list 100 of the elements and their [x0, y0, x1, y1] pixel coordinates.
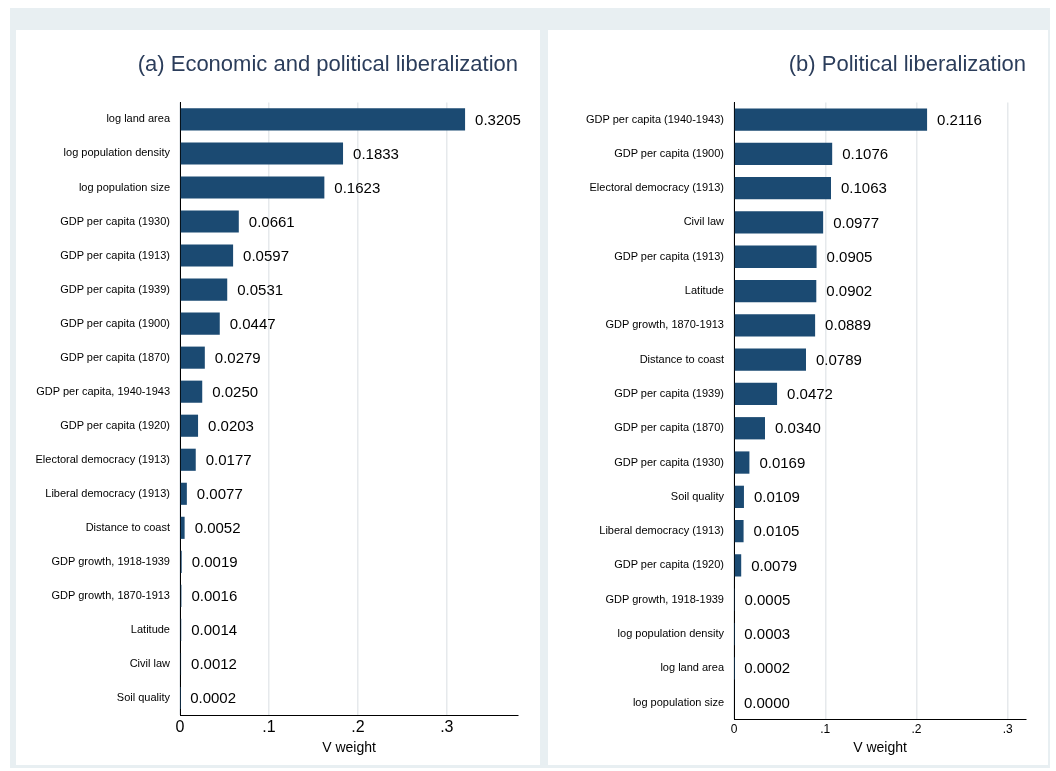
- y-tick-label: GDP per capita (1913): [60, 248, 170, 261]
- data-label: 0.0447: [229, 314, 276, 332]
- y-tick-label: GDP per capita (1900): [60, 316, 170, 329]
- data-label: 0.0905: [826, 247, 873, 265]
- data-label: 0.0079: [751, 556, 798, 574]
- bar: [180, 278, 228, 301]
- data-label: 0.0977: [833, 213, 880, 231]
- bar: [734, 417, 766, 440]
- bar: [734, 451, 750, 474]
- y-tick-label: GDP per capita (1920): [60, 418, 170, 431]
- y-tick-label: GDP per capita (1940-1943): [586, 112, 724, 125]
- y-tick-label: Latitude: [684, 284, 724, 297]
- bar: [180, 108, 466, 131]
- bar: [180, 346, 205, 369]
- y-tick-label: GDP growth, 1918-1939: [51, 554, 170, 567]
- data-label: 0.0014: [191, 621, 238, 639]
- data-label: 0.0472: [787, 385, 833, 403]
- data-label: 0.1623: [334, 178, 381, 196]
- bar: [734, 382, 778, 406]
- y-tick-label: Distance to coast: [639, 352, 724, 365]
- bar: [734, 314, 816, 337]
- bar: [734, 245, 817, 268]
- data-label: 0.0109: [753, 487, 800, 505]
- y-tick-label: log population density: [63, 146, 171, 159]
- y-tick-label: log land area: [106, 112, 171, 125]
- data-label: 0.0597: [243, 246, 289, 264]
- x-tick-label: .1: [262, 718, 276, 736]
- y-tick-label: GDP per capita (1870): [60, 350, 170, 363]
- bar: [734, 485, 744, 508]
- data-label: 0.0012: [191, 655, 237, 673]
- data-label: 0.0003: [744, 625, 791, 643]
- data-label: 0.0000: [744, 693, 790, 711]
- bar: [734, 177, 831, 200]
- bar: [180, 176, 325, 199]
- data-label: 0.0531: [237, 280, 284, 298]
- chart-title: (b) Political liberalization: [788, 51, 1026, 77]
- y-tick-label: Soil quality: [116, 691, 171, 704]
- y-tick-label: GDP per capita (1913): [614, 249, 724, 262]
- data-label: 0.0902: [826, 282, 873, 300]
- y-tick-label: GDP growth, 1870-1913: [51, 588, 170, 601]
- y-tick-label: Distance to coast: [85, 520, 170, 533]
- x-axis-title: V weight: [322, 739, 376, 756]
- data-label: 0.1063: [841, 179, 887, 197]
- data-label: 0.0005: [744, 590, 791, 608]
- bar: [734, 554, 742, 577]
- data-label: 0.0177: [205, 450, 252, 468]
- y-tick-label: Civil law: [683, 215, 725, 228]
- y-tick-label: Electoral democracy (1913): [35, 452, 170, 465]
- bar: [180, 244, 234, 267]
- x-tick-label: 0: [175, 718, 185, 736]
- y-tick-label: Liberal democracy (1913): [45, 486, 170, 499]
- bar: [180, 516, 185, 539]
- data-label: 0.2116: [937, 110, 982, 128]
- bar: [180, 482, 187, 505]
- data-label: 0.0105: [753, 522, 800, 540]
- y-tick-label: GDP per capita (1939): [60, 282, 170, 295]
- y-tick-label: Civil law: [129, 656, 171, 669]
- data-label: 0.0002: [744, 659, 791, 677]
- data-label: 0.0340: [775, 419, 821, 437]
- bar: [180, 312, 220, 335]
- data-label: 0.0019: [191, 552, 238, 570]
- data-label: 0.0661: [248, 212, 295, 230]
- data-label: 0.0203: [208, 416, 254, 434]
- y-tick-label: GDP per capita (1870): [614, 421, 724, 434]
- data-label: 0.1076: [842, 144, 889, 162]
- data-label: 0.0002: [190, 689, 237, 707]
- data-label: 0.0279: [214, 348, 261, 366]
- data-label: 0.0169: [759, 453, 806, 471]
- bar: [180, 414, 199, 437]
- bar: [734, 279, 817, 303]
- data-label: 0.0889: [825, 316, 872, 334]
- y-tick-label: GDP growth, 1918-1939: [605, 592, 724, 605]
- x-tick-label: .3: [440, 718, 454, 736]
- y-tick-label: Latitude: [130, 622, 170, 635]
- y-tick-label: GDP per capita (1930): [614, 455, 724, 468]
- x-tick-label: .2: [911, 722, 922, 737]
- data-label: 0.0077: [196, 484, 243, 502]
- bar: [734, 211, 824, 234]
- y-tick-label: GDP per capita (1920): [614, 558, 724, 571]
- y-tick-label: GDP per capita, 1940-1943: [36, 384, 170, 397]
- data-label: 0.1833: [353, 144, 399, 162]
- x-tick-label: 0: [730, 722, 738, 737]
- y-tick-label: log land area: [660, 661, 725, 674]
- y-tick-label: Liberal democracy (1913): [599, 524, 724, 537]
- bar: [180, 380, 203, 403]
- chart-title: (a) Economic and political liberalization: [137, 51, 518, 77]
- y-tick-label: log population density: [617, 627, 725, 640]
- bar: [180, 448, 196, 471]
- x-tick-label: .3: [1002, 722, 1014, 737]
- bar: [180, 210, 239, 233]
- bar: [734, 108, 928, 131]
- data-label: 0.0250: [212, 382, 259, 400]
- bar: [734, 520, 744, 543]
- y-tick-label: GDP per capita (1939): [614, 386, 724, 399]
- data-label: 0.0016: [191, 587, 238, 605]
- bar: [734, 348, 806, 371]
- data-label: 0.0789: [816, 350, 862, 368]
- bar: [180, 142, 344, 165]
- y-tick-label: Soil quality: [670, 489, 725, 502]
- y-tick-label: GDP per capita (1930): [60, 214, 170, 227]
